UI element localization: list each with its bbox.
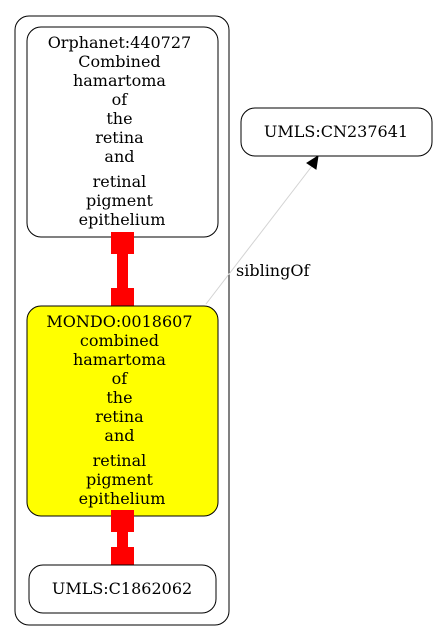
edge-orphanet-mondo <box>111 232 134 310</box>
edge-orphanet-mondo-top-head <box>111 232 134 254</box>
node-umls-cn-label: UMLS:CN237641 <box>264 122 408 141</box>
edge-mondo-umls-c-top-head <box>111 510 134 532</box>
edge-orphanet-mondo-line <box>117 249 128 293</box>
node-umls-cn[interactable]: UMLS:CN237641 <box>241 108 432 156</box>
edge-sibling-line <box>206 166 312 304</box>
edge-mondo-umls-c <box>111 510 134 569</box>
node-mondo[interactable]: MONDO:0018607 combined hamartoma of the … <box>27 306 218 516</box>
edge-sibling-arrowhead <box>307 156 318 169</box>
node-umls-c-label: UMLS:C1862062 <box>52 579 192 598</box>
edge-sibling-label: siblingOf <box>236 261 310 280</box>
edge-sibling: siblingOf <box>206 156 318 304</box>
node-umls-c[interactable]: UMLS:C1862062 <box>29 565 216 613</box>
node-orphanet[interactable]: Orphanet:440727 Combined hamartoma of th… <box>27 27 218 237</box>
